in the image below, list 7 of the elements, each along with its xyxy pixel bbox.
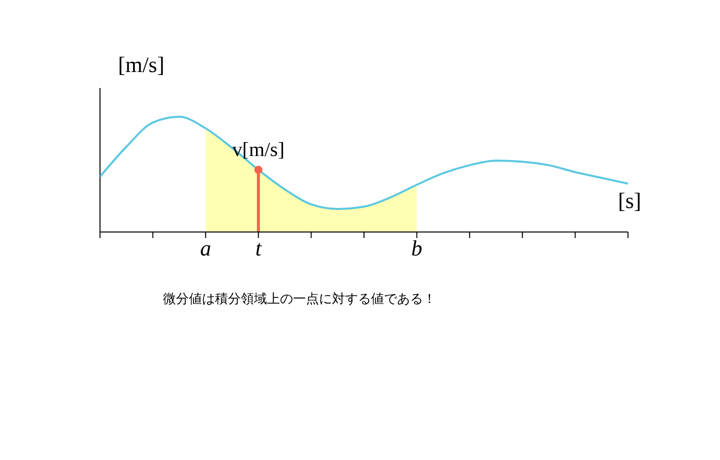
text: 微分値は積分領域上の一点に対する値である！ bbox=[163, 291, 436, 308]
x-tick-label: t bbox=[255, 236, 262, 261]
y-axis-title: [m/s] bbox=[118, 52, 164, 78]
x-tick-label: a bbox=[200, 236, 212, 261]
x-tick-label: b bbox=[411, 236, 422, 261]
annotation: v[m/s] bbox=[232, 138, 285, 161]
x-axis-title: [s] bbox=[618, 188, 642, 214]
